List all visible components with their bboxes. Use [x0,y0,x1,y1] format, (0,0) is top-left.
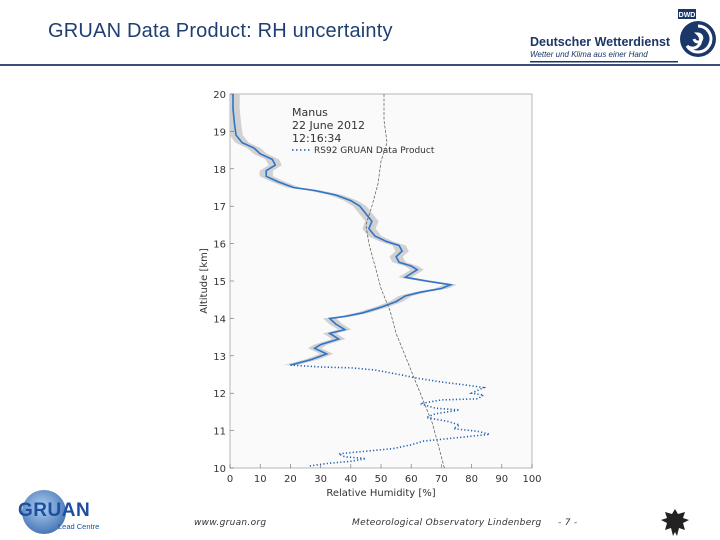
x-tick-layer: 0 10 20 30 40 50 60 70 80 90 100 [227,464,542,485]
x-axis-label: Relative Humidity [%] [326,488,435,499]
x-tick-label: 60 [405,474,418,485]
profile-line-layer [232,94,454,366]
y-tick-label: 15 [213,277,226,288]
y-tick-label: 16 [213,240,226,251]
dotted-line-layer [290,364,490,467]
footer-page-number: - 7 - [558,518,578,528]
footer-observatory: Meteorological Observatory Lindenberg [352,518,542,528]
rh-dotted-line [290,364,490,467]
rh-profile-line [232,94,454,366]
x-tick-label: 80 [465,474,478,485]
gruan-logo [22,490,66,534]
footer-website: www.gruan.org [194,518,267,528]
y-axis-label: Altitude [km] [199,248,210,314]
x-tick-label: 40 [344,474,357,485]
x-tick-label: 70 [435,474,448,485]
annotation-site: Manus [292,106,328,119]
chart-svg: 0 10 20 30 40 50 60 70 80 90 100 10111213141516171… [199,90,542,499]
uncertainty-band-layer [230,94,458,366]
x-tick-label: 30 [314,474,327,485]
federal-eagle-icon [661,509,689,536]
dwd-logo: DWD [530,9,716,63]
y-tick-label: 12 [213,389,226,400]
title-underline [0,64,720,66]
plot-area [229,93,533,469]
legend-label: RS92 GRUAN Data Product [314,146,435,156]
reference-line [365,94,445,469]
dwd-badge-text: DWD [679,12,696,19]
x-tick-label: 10 [254,474,267,485]
y-tick-label: 10 [213,464,226,475]
x-tick-label: 100 [522,474,541,485]
slide-title: GRUAN Data Product: RH uncertainty [48,20,393,42]
gruan-logo-subtitle: Lead Centre [58,522,100,531]
annotation-date: 22 June 2012 [292,119,365,132]
y-tick-label: 17 [213,202,226,213]
y-tick-layer: 10 11 12 13 14 15 16 17 18 19 20 [213,90,234,475]
y-tick-label: 19 [213,127,226,138]
x-tick-label: 90 [495,474,508,485]
dwd-tagline: Wetter und Klima aus einer Hand [530,50,648,59]
y-tick-label: 13 [213,352,226,363]
globe-icon [22,490,66,534]
x-tick-label: 20 [284,474,297,485]
annotation-time: 12:16:34 [292,132,341,145]
reference-line-layer [365,94,445,469]
dwd-name: Deutscher Wetterdienst [530,35,671,49]
dwd-badge [678,9,696,19]
gruan-logo-text: GRUAN [18,500,91,521]
y-tick-label: 20 [213,90,226,101]
x-tick-label: 50 [375,474,388,485]
rh-profile-chart: 0 10 20 30 40 50 60 70 80 90 100 10 11 12 13 14 15 16 17 1… [186,86,548,506]
y-tick-label: 18 [213,165,226,176]
y-tick-label: 11 [213,427,226,438]
uncertainty-band [230,94,458,366]
y-tick-label: 14 [213,314,226,325]
x-tick-label: 0 [227,474,233,485]
